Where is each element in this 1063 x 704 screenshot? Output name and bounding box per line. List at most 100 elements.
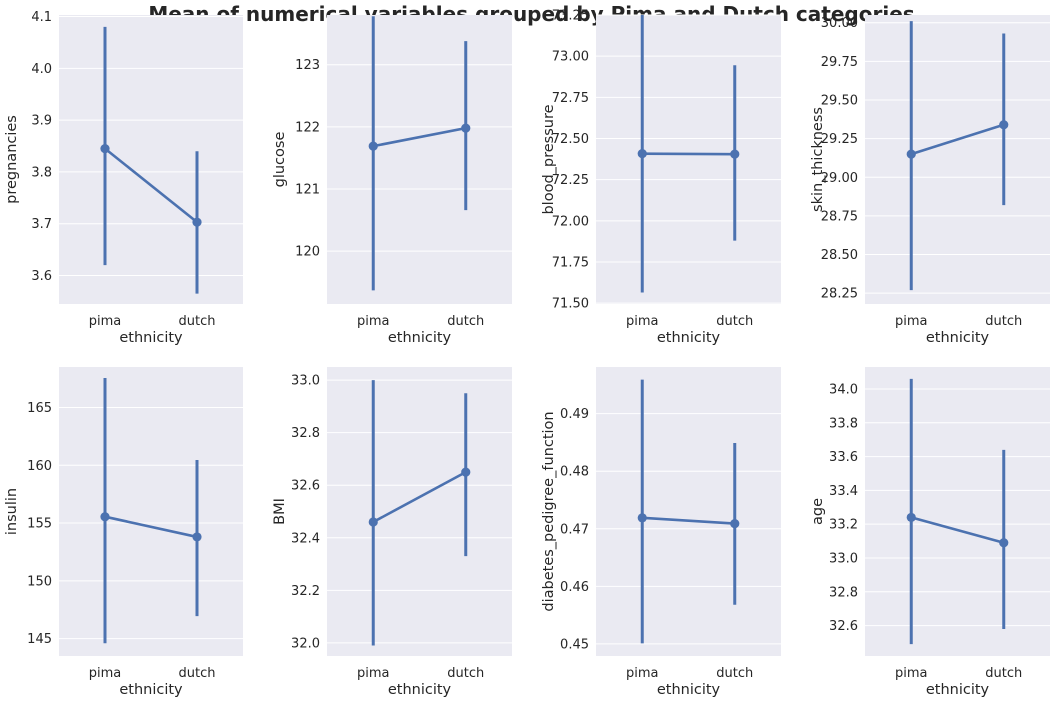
y-tick-label: 29.75: [821, 55, 858, 70]
x-tick-label: pima: [895, 666, 928, 681]
x-axis-label: ethnicity: [119, 682, 183, 698]
y-tick-label: 0.48: [560, 465, 589, 480]
y-tick-label: 165: [27, 401, 52, 416]
x-tick-label: pima: [626, 314, 659, 329]
y-tick-label: 121: [295, 183, 320, 198]
y-tick-label: 73.25: [552, 9, 589, 24]
x-tick-label: pima: [89, 666, 122, 681]
plot-area: [59, 367, 243, 656]
data-point-pima: [637, 513, 647, 523]
y-tick-label: 29.50: [821, 94, 858, 109]
y-tick-label: 30.00: [821, 16, 858, 31]
y-tick-label: 73.00: [552, 50, 589, 65]
x-axis-label: ethnicity: [388, 330, 452, 346]
y-tick-label: 72.50: [552, 132, 589, 147]
y-axis-label: pregnancies: [4, 115, 20, 204]
y-tick-label: 3.6: [31, 269, 52, 284]
y-tick-label: 28.75: [821, 209, 858, 224]
y-tick-label: 32.2: [291, 584, 320, 599]
mean-line: [910, 123, 1005, 156]
y-tick-label: 33.4: [829, 484, 858, 499]
y-tick-label: 33.0: [829, 551, 858, 566]
y-tick-label: 71.75: [552, 256, 589, 271]
data-point-pima: [100, 144, 110, 154]
x-axis-label: ethnicity: [657, 682, 721, 698]
data-point-dutch: [192, 217, 202, 227]
y-tick-label: 160: [27, 459, 52, 474]
plot-area: [596, 367, 781, 656]
y-tick-label: 71.50: [552, 297, 589, 312]
y-tick-label: 145: [27, 632, 52, 647]
x-tick-label: dutch: [716, 666, 753, 681]
y-tick-label: 0.45: [560, 637, 589, 652]
data-point-dutch: [461, 467, 471, 477]
mean-line: [910, 516, 1005, 545]
data-point-dutch: [999, 538, 1009, 548]
data-point-pima: [368, 517, 378, 527]
y-tick-label: 123: [295, 58, 320, 73]
y-tick-label: 72.25: [552, 173, 589, 188]
y-tick-label: 122: [295, 120, 320, 135]
y-tick-label: 28.50: [821, 248, 858, 263]
subplot-skin_thickness: 28.25 28.50 28.75 29.00 29.25 29.50 29.75 30.00…: [810, 15, 1050, 346]
x-axis-label: ethnicity: [119, 330, 183, 346]
data-point-dutch: [999, 120, 1009, 130]
plot-area: [59, 15, 243, 304]
x-tick-label: pima: [357, 666, 390, 681]
data-point-pima: [368, 141, 378, 151]
data-point-pima: [637, 149, 647, 159]
y-tick-label: 4.1: [31, 10, 52, 25]
x-tick-label: dutch: [447, 314, 484, 329]
x-tick-label: dutch: [716, 314, 753, 329]
y-tick-label: 32.8: [291, 426, 320, 441]
y-tick-label: 34.0: [829, 382, 858, 397]
y-tick-label: 32.6: [291, 479, 320, 494]
y-axis-label: insulin: [4, 488, 20, 535]
x-tick-label: pima: [895, 314, 928, 329]
mean-line: [104, 147, 198, 224]
plot-area: [327, 15, 512, 304]
y-tick-label: 155: [27, 517, 52, 532]
data-point-dutch: [192, 532, 202, 542]
y-axis-label: blood_pressure: [541, 104, 557, 214]
y-tick-label: 3.7: [31, 217, 52, 232]
x-tick-label: pima: [89, 314, 122, 329]
data-point-dutch: [461, 123, 471, 133]
y-tick-label: 28.25: [821, 287, 858, 302]
plot-area: [596, 15, 781, 304]
data-point-dutch: [730, 149, 740, 159]
y-axis-label: skin_thickness: [810, 107, 826, 212]
subplot-blood_pressure: 71.50 71.75 72.00 72.25 72.50 72.75 73.00 73.25…: [541, 9, 781, 346]
y-axis-label: BMI: [272, 498, 288, 525]
mean-line: [104, 515, 198, 539]
x-tick-label: dutch: [179, 314, 216, 329]
data-point-pima: [906, 512, 916, 523]
y-tick-label: 0.49: [560, 407, 589, 422]
x-tick-label: dutch: [179, 666, 216, 681]
y-tick-label: 4.0: [31, 62, 52, 77]
y-tick-label: 0.47: [560, 522, 589, 537]
data-point-pima: [906, 149, 916, 159]
y-tick-label: 150: [27, 574, 52, 589]
x-axis-label: ethnicity: [657, 330, 721, 346]
x-axis-label: ethnicity: [926, 682, 990, 698]
data-point-dutch: [730, 518, 740, 529]
y-axis-label: glucose: [272, 132, 288, 188]
y-axis-label: age: [810, 498, 826, 525]
plot-area: [327, 367, 512, 656]
y-tick-label: 0.46: [560, 580, 589, 595]
y-tick-label: 3.9: [31, 114, 52, 129]
y-axis-label: diabetes_pedigree_function: [541, 411, 557, 611]
y-tick-label: 32.6: [829, 619, 858, 634]
y-tick-label: 33.2: [829, 518, 858, 533]
y-tick-label: 3.8: [31, 165, 52, 180]
x-axis-label: ethnicity: [388, 682, 452, 698]
subplot-age: 32.6 32.8 33.0 33.2 33.4 33.6 33.8 34.0 pima dutc…: [810, 367, 1050, 698]
y-tick-label: 120: [295, 245, 320, 260]
x-tick-label: dutch: [985, 666, 1022, 681]
y-tick-label: 32.8: [829, 585, 858, 600]
